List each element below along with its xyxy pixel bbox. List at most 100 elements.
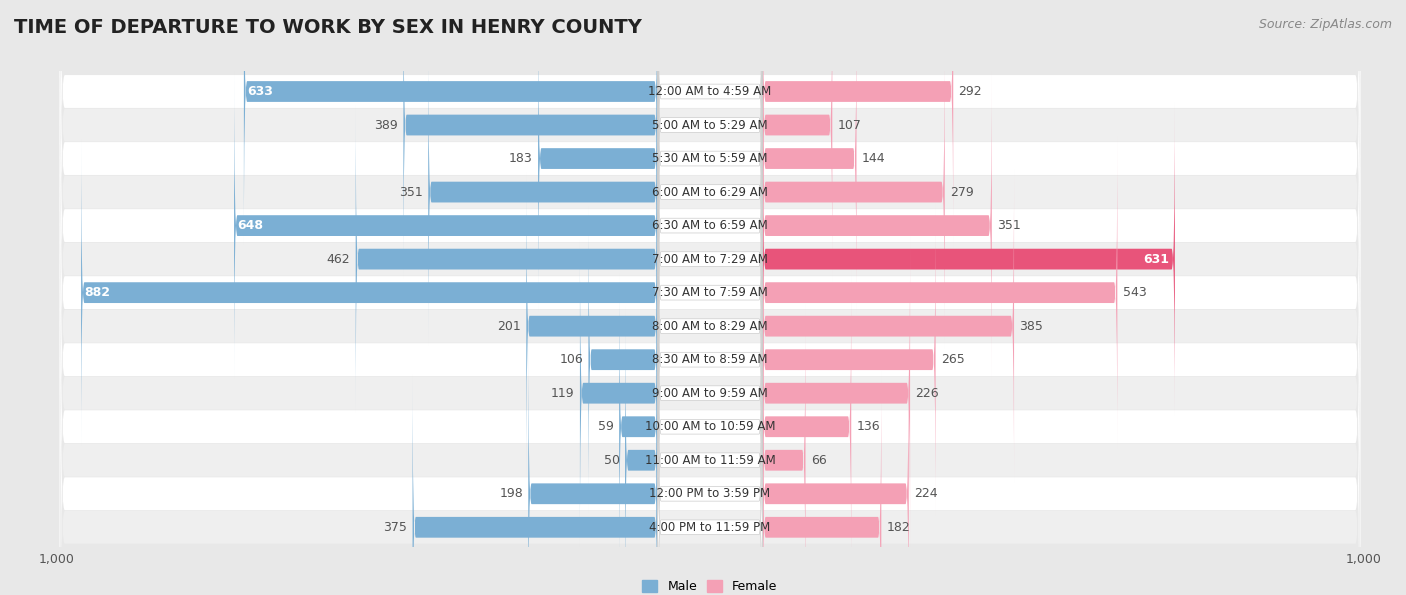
Text: 5:00 AM to 5:29 AM: 5:00 AM to 5:29 AM (652, 118, 768, 131)
FancyBboxPatch shape (529, 337, 658, 595)
Text: TIME OF DEPARTURE TO WORK BY SEX IN HENRY COUNTY: TIME OF DEPARTURE TO WORK BY SEX IN HENR… (14, 18, 643, 37)
FancyBboxPatch shape (658, 267, 762, 587)
Text: 8:30 AM to 8:59 AM: 8:30 AM to 8:59 AM (652, 353, 768, 366)
Text: 119: 119 (551, 387, 575, 400)
Text: 66: 66 (811, 454, 827, 466)
Text: 9:00 AM to 9:59 AM: 9:00 AM to 9:59 AM (652, 387, 768, 400)
FancyBboxPatch shape (59, 0, 1361, 377)
FancyBboxPatch shape (538, 1, 658, 316)
Text: 7:30 AM to 7:59 AM: 7:30 AM to 7:59 AM (652, 286, 768, 299)
Text: 11:00 AM to 11:59 AM: 11:00 AM to 11:59 AM (645, 454, 775, 466)
FancyBboxPatch shape (658, 0, 762, 319)
Text: 144: 144 (862, 152, 886, 165)
FancyBboxPatch shape (429, 35, 658, 349)
Text: 389: 389 (374, 118, 398, 131)
FancyBboxPatch shape (658, 0, 762, 252)
Text: 106: 106 (560, 353, 583, 366)
Text: 6:30 AM to 6:59 AM: 6:30 AM to 6:59 AM (652, 219, 768, 232)
FancyBboxPatch shape (59, 0, 1361, 343)
FancyBboxPatch shape (59, 7, 1361, 511)
Text: 292: 292 (959, 85, 983, 98)
FancyBboxPatch shape (762, 35, 945, 349)
FancyBboxPatch shape (526, 169, 658, 483)
FancyBboxPatch shape (626, 303, 658, 595)
Text: 224: 224 (914, 487, 938, 500)
FancyBboxPatch shape (59, 74, 1361, 578)
FancyBboxPatch shape (82, 136, 658, 450)
Text: 107: 107 (838, 118, 862, 131)
FancyBboxPatch shape (59, 142, 1361, 595)
FancyBboxPatch shape (658, 233, 762, 553)
FancyBboxPatch shape (59, 0, 1361, 411)
Text: 4:00 PM to 11:59 PM: 4:00 PM to 11:59 PM (650, 521, 770, 534)
FancyBboxPatch shape (762, 0, 832, 282)
Text: 265: 265 (941, 353, 965, 366)
FancyBboxPatch shape (658, 334, 762, 595)
Text: 10:00 AM to 10:59 AM: 10:00 AM to 10:59 AM (645, 420, 775, 433)
FancyBboxPatch shape (59, 41, 1361, 544)
Text: 462: 462 (326, 253, 350, 265)
Text: 59: 59 (598, 420, 614, 433)
FancyBboxPatch shape (412, 370, 658, 595)
FancyBboxPatch shape (762, 102, 1175, 416)
Text: 183: 183 (509, 152, 533, 165)
Text: 351: 351 (399, 186, 423, 199)
Text: 226: 226 (915, 387, 939, 400)
Text: 7:00 AM to 7:29 AM: 7:00 AM to 7:29 AM (652, 253, 768, 265)
FancyBboxPatch shape (762, 169, 1014, 483)
FancyBboxPatch shape (762, 303, 806, 595)
Text: 648: 648 (238, 219, 263, 232)
Text: 385: 385 (1019, 320, 1043, 333)
Text: 882: 882 (84, 286, 110, 299)
FancyBboxPatch shape (233, 68, 658, 383)
FancyBboxPatch shape (579, 236, 658, 550)
Text: 6:00 AM to 6:29 AM: 6:00 AM to 6:29 AM (652, 186, 768, 199)
FancyBboxPatch shape (59, 208, 1361, 595)
Legend: Male, Female: Male, Female (637, 575, 783, 595)
FancyBboxPatch shape (658, 0, 762, 285)
FancyBboxPatch shape (762, 1, 856, 316)
FancyBboxPatch shape (59, 0, 1361, 477)
FancyBboxPatch shape (59, 108, 1361, 595)
FancyBboxPatch shape (762, 337, 908, 595)
Text: 279: 279 (950, 186, 974, 199)
FancyBboxPatch shape (658, 367, 762, 595)
FancyBboxPatch shape (404, 0, 658, 282)
Text: 136: 136 (856, 420, 880, 433)
FancyBboxPatch shape (59, 0, 1361, 444)
Text: 5:30 AM to 5:59 AM: 5:30 AM to 5:59 AM (652, 152, 768, 165)
FancyBboxPatch shape (59, 242, 1361, 595)
Text: 543: 543 (1122, 286, 1146, 299)
FancyBboxPatch shape (658, 32, 762, 352)
Text: 50: 50 (603, 454, 620, 466)
Text: Source: ZipAtlas.com: Source: ZipAtlas.com (1258, 18, 1392, 31)
FancyBboxPatch shape (59, 275, 1361, 595)
Text: 351: 351 (997, 219, 1021, 232)
FancyBboxPatch shape (762, 0, 953, 249)
Text: 201: 201 (498, 320, 522, 333)
Text: 633: 633 (247, 85, 273, 98)
FancyBboxPatch shape (658, 166, 762, 486)
Text: 198: 198 (499, 487, 523, 500)
Text: 12:00 AM to 4:59 AM: 12:00 AM to 4:59 AM (648, 85, 772, 98)
FancyBboxPatch shape (59, 175, 1361, 595)
FancyBboxPatch shape (762, 236, 910, 550)
FancyBboxPatch shape (762, 270, 851, 584)
FancyBboxPatch shape (658, 199, 762, 520)
FancyBboxPatch shape (658, 65, 762, 386)
Text: 375: 375 (384, 521, 408, 534)
FancyBboxPatch shape (658, 300, 762, 595)
FancyBboxPatch shape (589, 202, 658, 517)
FancyBboxPatch shape (658, 99, 762, 419)
FancyBboxPatch shape (658, 133, 762, 453)
Text: 8:00 AM to 8:29 AM: 8:00 AM to 8:29 AM (652, 320, 768, 333)
Text: 182: 182 (887, 521, 910, 534)
FancyBboxPatch shape (356, 102, 658, 416)
FancyBboxPatch shape (762, 136, 1118, 450)
FancyBboxPatch shape (243, 0, 658, 249)
FancyBboxPatch shape (762, 370, 882, 595)
FancyBboxPatch shape (762, 68, 991, 383)
Text: 12:00 PM to 3:59 PM: 12:00 PM to 3:59 PM (650, 487, 770, 500)
Text: 631: 631 (1143, 253, 1170, 265)
FancyBboxPatch shape (619, 270, 658, 584)
